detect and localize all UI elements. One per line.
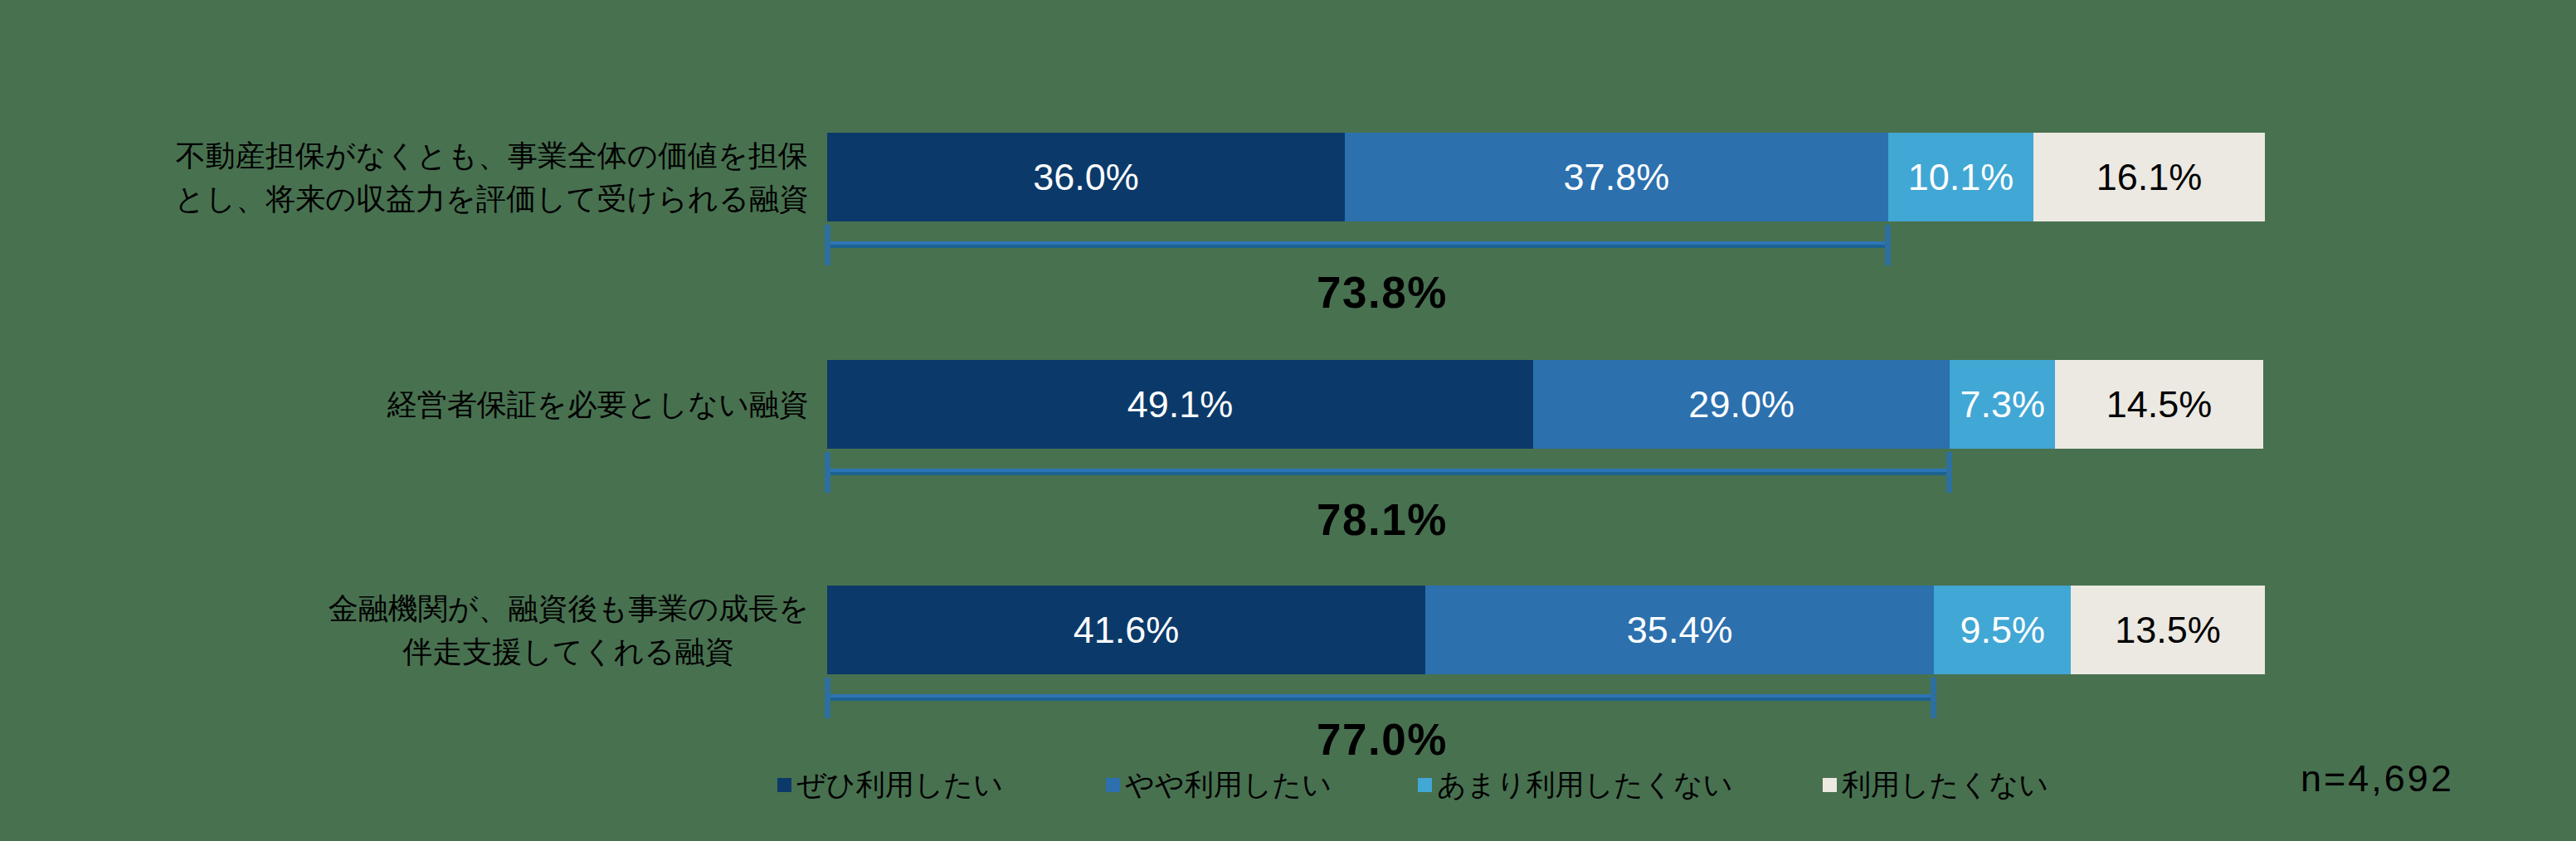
segment-value-label: 29.0% bbox=[1688, 383, 1794, 426]
segment-not: 13.5% bbox=[2071, 586, 2265, 674]
sample-size-note: n=4,692 bbox=[2301, 757, 2454, 800]
legend-label: 利用したくない bbox=[1842, 766, 2048, 805]
legend-item: やや利用したい bbox=[1106, 769, 1332, 800]
legend-item: ぜひ利用したい bbox=[777, 769, 1003, 800]
bracket-line bbox=[827, 469, 1950, 475]
segment-value-label: 9.5% bbox=[1960, 609, 2045, 652]
segment-not: 16.1% bbox=[2033, 133, 2265, 221]
segment-not: 14.5% bbox=[2055, 360, 2263, 449]
segment-definitely: 36.0% bbox=[827, 133, 1345, 221]
chart-row: 金融機関が、融資後も事業の成長を伴走支援してくれる融資 41.6% 35.4% 9.5… bbox=[0, 586, 2576, 782]
segment-somewhat: 29.0% bbox=[1533, 360, 1950, 449]
category-label-line: 金融機関が、融資後も事業の成長を bbox=[329, 587, 809, 630]
segment-value-label: 14.5% bbox=[2106, 383, 2213, 426]
bracket-tick bbox=[1885, 225, 1891, 265]
segment-somewhat: 37.8% bbox=[1345, 133, 1888, 221]
bracket-total-label: 78.1% bbox=[827, 494, 1937, 545]
chart-row: 不動産担保がなくとも、事業全体の価値を担保とし、将来の収益力を評価して受けられる… bbox=[0, 133, 2576, 329]
segment-value-label: 16.1% bbox=[2096, 156, 2203, 199]
bracket-tick bbox=[825, 678, 830, 718]
chart-row: 経営者保証を必要としない融資 49.1% 29.0% 7.3% 14.5% 78.1% bbox=[0, 360, 2576, 557]
category-label-line: 伴走支援してくれる融資 bbox=[402, 630, 734, 673]
stacked-bar: 49.1% 29.0% 7.3% 14.5% bbox=[827, 360, 2265, 449]
category-label: 経営者保証を必要としない融資 bbox=[387, 360, 809, 449]
bracket-line bbox=[827, 241, 1888, 248]
category-label-line: 経営者保証を必要としない融資 bbox=[387, 383, 809, 426]
segment-value-label: 13.5% bbox=[2115, 609, 2221, 652]
stacked-bar: 36.0% 37.8% 10.1% 16.1% bbox=[827, 133, 2265, 221]
segment-value-label: 37.8% bbox=[1564, 156, 1670, 199]
legend-swatch-definitely bbox=[777, 778, 791, 792]
segment-value-label: 41.6% bbox=[1074, 609, 1180, 652]
segment-definitely: 49.1% bbox=[827, 360, 1533, 449]
legend-swatch-not bbox=[1823, 778, 1837, 792]
category-label: 不動産担保がなくとも、事業全体の価値を担保とし、将来の収益力を評価して受けられる… bbox=[175, 133, 809, 221]
legend-swatch-somewhat bbox=[1106, 778, 1120, 792]
survey-chart: 不動産担保がなくとも、事業全体の価値を担保とし、将来の収益力を評価して受けられる… bbox=[0, 0, 2576, 841]
segment-value-label: 35.4% bbox=[1627, 609, 1733, 652]
bracket-tick bbox=[1931, 678, 1936, 718]
segment-value-label: 49.1% bbox=[1127, 383, 1234, 426]
segment-definitely: 41.6% bbox=[827, 586, 1425, 674]
legend-item: あまり利用したくない bbox=[1418, 769, 1733, 800]
segment-somewhat: 35.4% bbox=[1425, 586, 1934, 674]
segment-value-label: 7.3% bbox=[1960, 383, 2045, 426]
segment-rather-not: 10.1% bbox=[1888, 133, 2033, 221]
category-label-line: とし、将来の収益力を評価して受けられる融資 bbox=[175, 177, 809, 221]
category-label: 金融機関が、融資後も事業の成長を伴走支援してくれる融資 bbox=[329, 586, 809, 674]
segment-rather-not: 9.5% bbox=[1934, 586, 2071, 674]
legend-item: 利用したくない bbox=[1823, 769, 2048, 800]
bracket-total-label: 77.0% bbox=[827, 714, 1937, 765]
legend-label: ぜひ利用したい bbox=[796, 766, 1003, 805]
segment-value-label: 10.1% bbox=[1908, 156, 2014, 199]
legend-swatch-rather-not bbox=[1418, 778, 1432, 792]
legend-label: やや利用したい bbox=[1125, 766, 1332, 805]
bracket-total-label: 73.8% bbox=[827, 267, 1937, 318]
segment-value-label: 36.0% bbox=[1033, 156, 1139, 199]
legend-label: あまり利用したくない bbox=[1437, 766, 1733, 805]
bracket-line bbox=[827, 694, 1934, 701]
segment-rather-not: 7.3% bbox=[1950, 360, 2055, 449]
bracket-tick bbox=[1946, 452, 1952, 493]
bracket-tick bbox=[825, 452, 830, 493]
category-label-line: 不動産担保がなくとも、事業全体の価値を担保 bbox=[176, 134, 808, 177]
stacked-bar: 41.6% 35.4% 9.5% 13.5% bbox=[827, 586, 2265, 674]
bracket-tick bbox=[825, 225, 830, 265]
